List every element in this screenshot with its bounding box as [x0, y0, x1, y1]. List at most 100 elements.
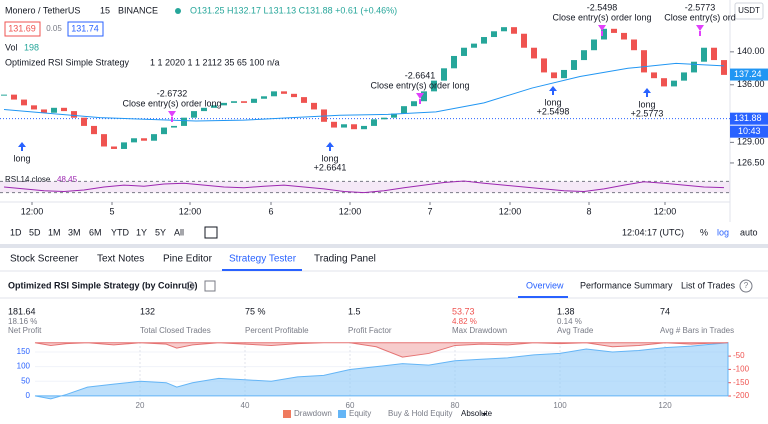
range-button[interactable]: 5Y: [155, 227, 166, 237]
bottom-tab[interactable]: Stock Screener: [10, 254, 79, 265]
range-button[interactable]: 1Y: [136, 227, 147, 237]
candle: [161, 127, 167, 135]
entry-arrow-stem: [646, 93, 648, 97]
settings-icon[interactable]: [185, 281, 195, 291]
percent-toggle[interactable]: %: [700, 227, 708, 237]
candle: [101, 134, 107, 147]
candle: [481, 37, 487, 44]
y-tick-label: 150: [17, 347, 31, 356]
auto-toggle[interactable]: auto: [740, 227, 758, 237]
bid-box[interactable]: [4, 21, 41, 37]
candle: [341, 124, 347, 128]
bid[interactable]: 131.69: [8, 23, 36, 33]
range-button[interactable]: YTD: [111, 227, 130, 237]
candle: [271, 91, 277, 97]
exit-arrow-stem: [699, 31, 701, 36]
last-price: 137.24: [734, 69, 762, 79]
bottom-tab[interactable]: Text Notes: [97, 254, 144, 265]
candle: [331, 121, 337, 128]
candle: [641, 50, 647, 73]
candle: [71, 111, 77, 118]
stat-value: 75 %: [245, 306, 266, 316]
y2-tick-label: -50: [733, 351, 745, 360]
bottom-tab[interactable]: Strategy Tester: [229, 254, 297, 265]
candle: [351, 124, 357, 130]
candle: [441, 68, 447, 81]
stat-value: 1.38: [557, 306, 575, 316]
entry-text: long: [13, 153, 30, 163]
help-icon[interactable]: [739, 279, 753, 293]
legend-item[interactable]: Buy & Hold Equity: [388, 409, 452, 418]
y-tick-label: 129.00: [737, 137, 765, 147]
x-tick-label: 7: [427, 206, 432, 216]
exit-text: Close entry(s) ord: [664, 12, 736, 22]
report-icon[interactable]: [204, 280, 216, 292]
vol-label: Vol: [5, 42, 18, 52]
exit-amount: -2.6732: [157, 88, 188, 98]
candle: [231, 101, 237, 103]
candle: [501, 27, 507, 32]
candle: [661, 78, 667, 87]
rsi-label: RSI 14 close: [5, 175, 51, 184]
candle: [311, 102, 317, 110]
range-button[interactable]: 6M: [89, 227, 102, 237]
legend-swatch: [283, 410, 291, 418]
legend-item[interactable]: Drawdown: [294, 409, 332, 418]
exit-text: Close entry(s) order long: [552, 12, 651, 22]
bottom-tab[interactable]: Trading Panel: [314, 254, 376, 265]
x-tick-label: 12:00: [179, 206, 202, 216]
exit-arrow-stem: [601, 31, 603, 36]
date-range-icon[interactable]: [204, 226, 218, 239]
range-button[interactable]: All: [174, 227, 184, 237]
candle: [91, 125, 97, 135]
y-tick-label: 136.00: [737, 79, 765, 89]
candle: [191, 111, 197, 118]
candle: [111, 146, 117, 149]
candle: [531, 47, 537, 59]
ask-box[interactable]: [67, 21, 104, 37]
exchange: BINANCE: [118, 5, 158, 15]
active-view-underline: [518, 296, 568, 298]
range-button[interactable]: 3M: [68, 227, 81, 237]
exit-arrow-stem: [419, 99, 421, 104]
log-toggle[interactable]: log: [717, 227, 729, 237]
currency[interactable]: USDT: [738, 6, 760, 15]
stat-value: 181.64: [8, 306, 36, 316]
range-button[interactable]: 5D: [29, 227, 41, 237]
currency-box[interactable]: [734, 2, 764, 20]
candle: [131, 138, 137, 143]
tester-view-tab[interactable]: List of Trades: [681, 280, 736, 290]
exit-arrow: [696, 25, 704, 31]
range-button[interactable]: 1D: [10, 227, 22, 237]
y-tick-label: 140.00: [737, 46, 765, 56]
tester-view-tab[interactable]: Performance Summary: [580, 280, 673, 290]
x-tick-label: 100: [553, 401, 567, 410]
candle: [711, 47, 717, 61]
range-button[interactable]: 1M: [48, 227, 61, 237]
tester-view-tab[interactable]: Overview: [526, 280, 564, 290]
x-tick-label: 120: [658, 401, 672, 410]
legend-swatch: [338, 410, 346, 418]
bottom-tab[interactable]: Pine Editor: [163, 254, 213, 265]
candle: [551, 72, 557, 79]
entry-text: long: [544, 97, 561, 107]
candle: [371, 119, 377, 126]
entry-amount: +2.5773: [631, 108, 664, 118]
spread: 0.05: [46, 24, 62, 33]
candle: [171, 125, 177, 128]
candle: [521, 33, 527, 48]
candle: [491, 31, 497, 38]
help-mark[interactable]: ?: [744, 281, 749, 290]
candle: [431, 80, 437, 92]
ask[interactable]: 131.74: [71, 23, 99, 33]
candle: [421, 91, 427, 102]
candle: [681, 72, 687, 81]
legend-item[interactable]: Absolute: [461, 409, 493, 418]
symbol: Monero / TetherUS: [5, 5, 80, 15]
candle: [11, 94, 17, 100]
dropdown-caret: [482, 413, 487, 416]
legend-item[interactable]: Equity: [349, 409, 371, 418]
x-tick-label: 12:00: [21, 206, 44, 216]
exit-arrow: [168, 111, 176, 117]
